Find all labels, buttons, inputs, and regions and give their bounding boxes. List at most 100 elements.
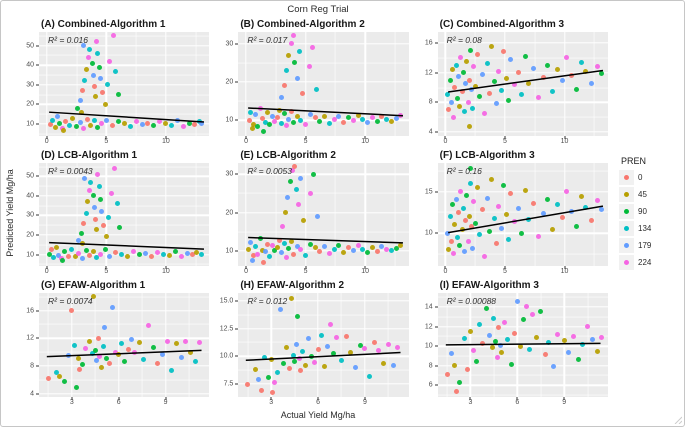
data-point — [484, 195, 490, 201]
data-point — [595, 63, 601, 69]
data-point — [482, 110, 488, 116]
panel-lcb-algorithm-2: (E) LCB-Algorithm 2 10 20 30 R² = 0.0053 0… — [216, 148, 415, 279]
data-point — [253, 366, 259, 372]
data-point — [279, 250, 285, 255]
data-point — [82, 78, 88, 84]
y-axis-ticks: 4 8 12 16 — [416, 32, 438, 136]
plot-area: R² = 0.016 — [39, 32, 210, 136]
data-point — [312, 115, 318, 121]
data-point — [286, 117, 292, 123]
data-point — [494, 101, 500, 107]
y-axis-ticks: 6 8 10 12 14 — [416, 293, 438, 397]
data-point — [125, 254, 131, 260]
data-point — [312, 245, 318, 251]
data-point — [103, 117, 109, 123]
data-point — [169, 122, 175, 128]
data-point — [139, 122, 145, 128]
data-point — [114, 201, 120, 207]
legend-key — [619, 220, 634, 236]
data-point — [369, 244, 375, 250]
data-point — [555, 331, 561, 337]
plot-area: R² = 0.017 — [238, 32, 409, 136]
data-point — [445, 92, 451, 98]
data-point — [471, 199, 477, 205]
data-point — [163, 121, 169, 127]
data-point — [312, 360, 318, 366]
data-point — [155, 361, 161, 367]
data-point — [533, 334, 539, 340]
plot-area: R² = 0.0074 — [39, 293, 210, 397]
data-point — [115, 92, 121, 98]
data-point — [384, 246, 390, 252]
data-point — [450, 66, 456, 72]
data-point — [288, 239, 294, 245]
data-point — [145, 120, 151, 126]
data-point — [265, 241, 270, 247]
x-axis-ticks: 0 5 10 — [443, 266, 569, 276]
legend-dot-icon — [624, 259, 629, 265]
data-point — [466, 214, 472, 220]
data-point — [503, 212, 509, 218]
data-point — [293, 187, 299, 193]
data-point — [350, 248, 356, 254]
data-point — [388, 248, 394, 254]
data-point — [88, 179, 94, 185]
data-point — [466, 123, 472, 129]
data-point — [149, 253, 155, 259]
data-point — [452, 222, 458, 228]
data-point — [453, 197, 459, 203]
data-point — [287, 179, 293, 185]
legend-item-134: 134 — [619, 220, 681, 237]
data-point — [59, 258, 65, 264]
data-point — [269, 243, 275, 249]
data-point — [554, 67, 560, 73]
data-point — [288, 109, 294, 115]
data-point — [100, 344, 106, 350]
data-point — [285, 194, 291, 200]
legend-item-0: 0 — [619, 169, 681, 186]
data-point — [262, 119, 268, 125]
chart-title: Corn Reg Trial — [287, 4, 349, 15]
data-point — [294, 243, 300, 249]
panel-title: (H) EFAW-Algorithm 2 — [240, 280, 345, 292]
data-point — [491, 79, 497, 85]
data-point — [249, 126, 255, 132]
data-point — [343, 333, 349, 339]
data-point — [367, 373, 373, 379]
data-point — [82, 175, 88, 181]
data-point — [291, 33, 297, 39]
data-point — [360, 117, 366, 123]
panel-title: (A) Combined-Algorithm 1 — [41, 19, 166, 30]
data-point — [471, 347, 477, 353]
data-point — [360, 247, 366, 253]
data-point — [97, 197, 103, 203]
data-point — [181, 123, 187, 129]
data-point — [188, 350, 194, 356]
data-point — [317, 248, 323, 254]
data-point — [457, 379, 463, 385]
legend-key — [619, 169, 634, 185]
data-point — [326, 250, 332, 256]
data-point — [133, 119, 139, 125]
data-point — [464, 59, 470, 65]
data-point — [81, 125, 87, 131]
data-point — [470, 105, 476, 111]
data-point — [350, 118, 356, 124]
data-point — [535, 95, 541, 101]
resize-handle-icon[interactable] — [673, 415, 682, 424]
data-point — [508, 362, 514, 368]
data-point — [274, 370, 280, 376]
data-point — [261, 128, 267, 134]
data-point — [530, 312, 536, 318]
legend-item-45: 45 — [619, 186, 681, 203]
data-point — [318, 332, 324, 338]
data-point — [554, 202, 560, 208]
data-point — [189, 252, 195, 258]
data-point — [390, 362, 396, 368]
data-point — [454, 96, 460, 102]
data-point — [598, 70, 604, 76]
data-point — [72, 342, 78, 348]
data-point — [477, 93, 483, 99]
data-point — [61, 378, 67, 384]
data-point — [95, 51, 101, 56]
